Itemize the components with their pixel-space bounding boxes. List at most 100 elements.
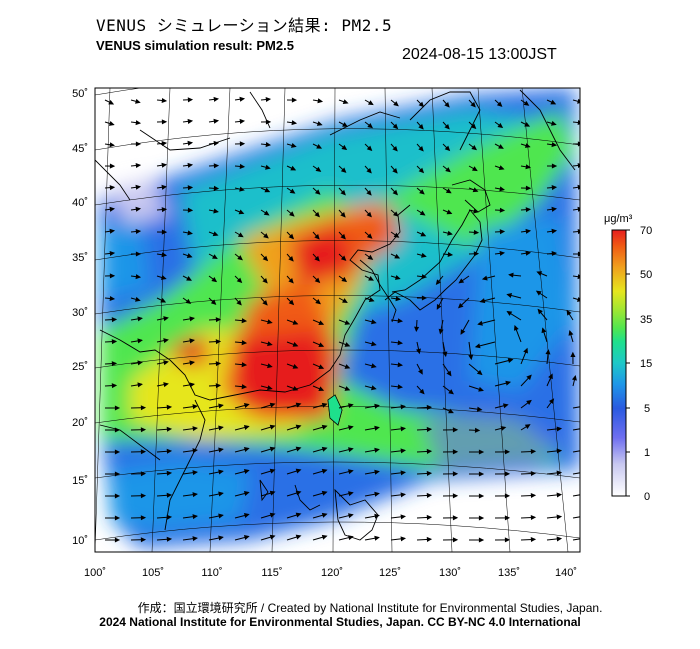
wind-arrow-head bbox=[426, 426, 433, 432]
wind-arrow-head bbox=[135, 229, 142, 235]
wind-arrow-head bbox=[140, 427, 147, 433]
wind-arrow-head bbox=[541, 327, 547, 334]
wind-arrow-head bbox=[114, 471, 121, 477]
wind-arrow-head bbox=[295, 512, 302, 518]
wind-arrow-head bbox=[478, 493, 485, 499]
wind-arrow-head bbox=[583, 471, 587, 474]
wind-arrow-head bbox=[292, 342, 299, 347]
wind-arrow-head bbox=[371, 341, 377, 347]
wind-arrow-head bbox=[314, 233, 320, 240]
wind-arrow-head bbox=[419, 210, 426, 216]
wind-arrow-head bbox=[241, 318, 248, 324]
wind-arrow-head bbox=[348, 447, 354, 453]
wind-arrow-head bbox=[211, 276, 218, 283]
wind-arrow-head bbox=[348, 403, 354, 409]
wind-arrow-head bbox=[481, 275, 488, 281]
concentration-field bbox=[100, 88, 580, 548]
wind-arrow-head bbox=[135, 274, 142, 280]
wind-arrow-head bbox=[400, 514, 407, 520]
wind-arrow-head bbox=[192, 536, 199, 542]
wind-arrow-head bbox=[215, 383, 222, 389]
wind-arrow-head bbox=[366, 233, 373, 239]
wind-arrow-head bbox=[166, 404, 173, 410]
wind-arrow-head bbox=[140, 405, 147, 411]
wind-arrow-head bbox=[418, 167, 425, 174]
wind-arrow-head bbox=[160, 275, 167, 280]
wind-arrow-head bbox=[262, 299, 268, 306]
wind-arrow-head bbox=[340, 233, 346, 240]
wind-arrow-head bbox=[192, 404, 199, 410]
colorbar-tick-50: 50 bbox=[640, 269, 652, 281]
wind-arrow-head bbox=[445, 188, 452, 194]
wind-arrow-head bbox=[109, 295, 116, 302]
wind-arrow-head bbox=[426, 514, 433, 520]
wind-arrow-head bbox=[340, 189, 346, 196]
wind-arrow-head bbox=[444, 145, 451, 152]
lat-label-20: 20˚ bbox=[72, 417, 88, 429]
wind-arrow-head bbox=[551, 142, 558, 148]
wind-arrow-head bbox=[344, 342, 351, 347]
wind-arrow-head bbox=[114, 405, 121, 411]
wind-arrow-head bbox=[186, 276, 192, 281]
wind-arrow-head bbox=[213, 163, 220, 169]
wind-arrow-head bbox=[192, 426, 199, 432]
wind-arrow-head bbox=[470, 123, 477, 130]
wind-arrow-head bbox=[392, 123, 399, 130]
wind-arrow-head bbox=[212, 254, 218, 259]
wind-vectors bbox=[104, 96, 587, 543]
wind-arrow-head bbox=[426, 492, 433, 498]
wind-arrow-head bbox=[315, 299, 321, 305]
colorbar-tick-5: 5 bbox=[644, 403, 650, 415]
wind-arrow-head bbox=[161, 229, 168, 235]
wind-arrow-head bbox=[498, 165, 505, 171]
wind-arrow-head bbox=[535, 290, 542, 296]
wind-arrow-head bbox=[344, 386, 351, 391]
wind-arrow-head bbox=[506, 310, 513, 316]
lon-label-130: 130˚ bbox=[439, 567, 461, 579]
wind-arrow-head bbox=[239, 141, 246, 147]
wind-arrow-head bbox=[393, 101, 399, 107]
wind-arrow-head bbox=[161, 184, 168, 190]
wind-arrow-head bbox=[318, 320, 325, 326]
wind-arrow-head bbox=[137, 338, 143, 344]
wind-arrow-head bbox=[114, 449, 121, 455]
wind-arrow-head bbox=[435, 279, 442, 286]
wind-arrow-head bbox=[504, 515, 511, 521]
wind-arrow-head bbox=[187, 140, 194, 146]
wind-arrow-head bbox=[394, 275, 401, 280]
wind-arrow-head bbox=[368, 297, 375, 302]
wind-arrow-head bbox=[452, 471, 459, 477]
wind-arrow-head bbox=[166, 492, 173, 498]
wind-arrow-head bbox=[571, 374, 577, 381]
wind-arrow-head bbox=[340, 212, 346, 218]
wind-arrow-head bbox=[525, 250, 532, 256]
wind-arrow-head bbox=[583, 405, 587, 408]
wind-arrow-head bbox=[213, 140, 220, 146]
map-frame bbox=[94, 87, 581, 553]
wind-arrow-head bbox=[243, 447, 250, 452]
wind-arrow-head bbox=[236, 277, 243, 284]
wind-arrow-head bbox=[243, 425, 250, 430]
wind-arrow-head bbox=[474, 427, 481, 433]
wind-arrow-head bbox=[185, 298, 192, 304]
wind-arrow-head bbox=[241, 362, 248, 368]
wind-arrow-head bbox=[108, 99, 115, 105]
wind-arrow-head bbox=[238, 209, 245, 215]
wind-arrow-head bbox=[239, 118, 246, 124]
wind-arrow-head bbox=[473, 208, 479, 214]
wind-arrow-head bbox=[400, 448, 407, 454]
lat-label-35: 35˚ bbox=[72, 252, 88, 264]
wind-arrow-head bbox=[397, 340, 404, 346]
wind-arrow-head bbox=[314, 255, 320, 262]
wind-arrow-head bbox=[371, 319, 377, 325]
wind-arrow-head bbox=[187, 230, 193, 236]
wind-arrow-head bbox=[395, 296, 402, 302]
wind-arrow-head bbox=[460, 329, 466, 335]
wind-arrow-head bbox=[218, 403, 224, 409]
lon-label-110: 110˚ bbox=[201, 567, 222, 579]
lat-label-50: 50˚ bbox=[72, 88, 88, 100]
wind-arrow-head bbox=[342, 122, 348, 127]
wind-arrow-head bbox=[551, 185, 558, 191]
wind-arrow-head bbox=[444, 123, 450, 130]
